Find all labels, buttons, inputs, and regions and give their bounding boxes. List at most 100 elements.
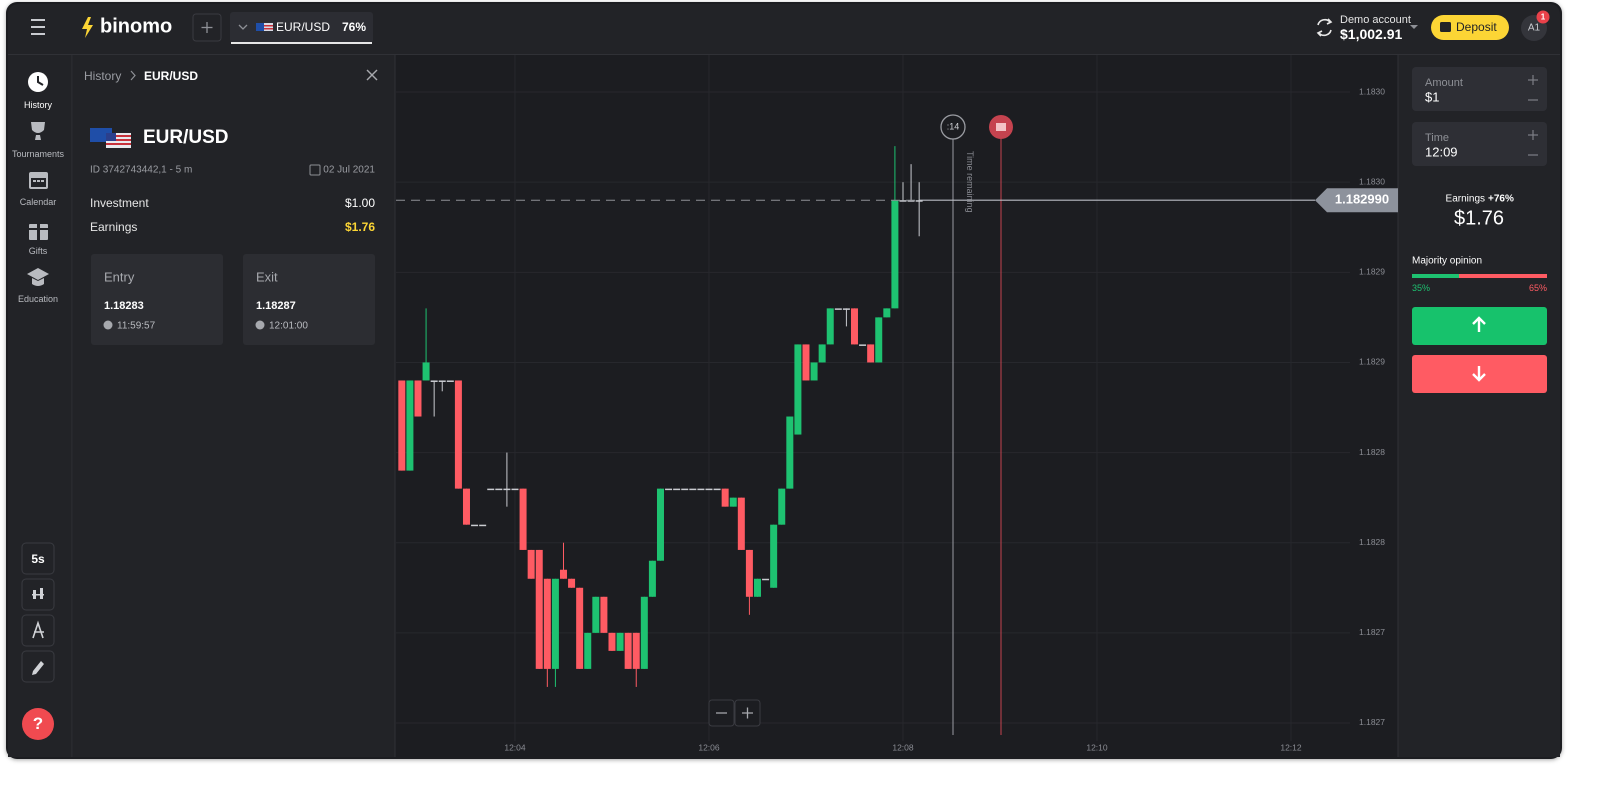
indicators-button[interactable] xyxy=(21,614,55,647)
candle-body xyxy=(729,497,737,507)
candle-body xyxy=(818,344,826,363)
candle-body xyxy=(705,488,713,491)
time-value[interactable]: 12:09 xyxy=(1425,144,1458,160)
y-tick-label: 1.1828 xyxy=(1359,537,1385,547)
candle-body xyxy=(398,380,406,471)
x-tick-label: 12:04 xyxy=(504,742,526,752)
trade-asset: EUR/USD xyxy=(143,127,229,148)
candle-body xyxy=(600,596,608,633)
amount-label: Amount xyxy=(1425,77,1463,89)
candle-body xyxy=(624,632,632,669)
timeframe-button[interactable] xyxy=(21,542,55,575)
asset-tab[interactable] xyxy=(230,12,373,43)
trade-date: 02 Jul 2021 xyxy=(323,164,375,176)
history-panel xyxy=(73,55,395,757)
candle-body xyxy=(559,569,567,579)
candle-body xyxy=(899,200,907,202)
candle-body xyxy=(867,344,875,363)
breadcrumb-asset: EUR/USD xyxy=(144,69,199,83)
candle-body xyxy=(656,488,664,561)
time-field[interactable] xyxy=(1412,122,1547,166)
entry-time: 11:59:57 xyxy=(117,320,156,332)
candle-body xyxy=(479,524,487,527)
candle-body xyxy=(770,524,778,588)
deposit-label[interactable]: Deposit xyxy=(1456,20,1497,34)
nav-label[interactable]: Calendar xyxy=(19,197,57,207)
candle-body xyxy=(842,308,850,310)
investment-value: $1.00 xyxy=(344,196,375,210)
candle-body xyxy=(697,488,705,491)
candle-body xyxy=(859,344,867,346)
candle-body xyxy=(850,308,858,345)
candle-body xyxy=(503,488,511,491)
candle-body xyxy=(608,632,616,651)
balance: $1,002.91 xyxy=(1340,26,1403,42)
x-tick-label: 12:06 xyxy=(698,742,720,752)
candle-body xyxy=(778,488,786,525)
candle-body xyxy=(713,488,721,491)
x-tick-label: 12:10 xyxy=(1086,742,1108,752)
nav-label[interactable]: Tournaments xyxy=(11,149,65,159)
menu-icon[interactable] xyxy=(31,19,45,35)
candle-body xyxy=(551,578,559,669)
y-tick-label: 1.1829 xyxy=(1359,267,1385,277)
sync-icon[interactable] xyxy=(1316,18,1333,37)
account-label: Demo account xyxy=(1340,14,1411,26)
candle-body xyxy=(592,596,600,633)
candle-body xyxy=(462,488,470,525)
help-button[interactable] xyxy=(22,708,54,740)
badge-count: 1 xyxy=(1540,12,1546,22)
earnings-label: Earnings xyxy=(90,220,138,234)
earnings-value: $1.76 xyxy=(344,220,375,234)
close-button[interactable] xyxy=(366,69,378,81)
y-tick-label: 1.1829 xyxy=(1359,357,1385,367)
breadcrumb-root[interactable]: History xyxy=(84,69,122,83)
time-label: Time xyxy=(1425,132,1450,144)
deposit-button[interactable] xyxy=(1431,15,1509,40)
candle-body xyxy=(487,488,495,491)
exit-price: 1.18287 xyxy=(256,300,296,312)
candle-body xyxy=(883,308,891,318)
timeframe-label: 5s xyxy=(31,552,45,566)
nav-label[interactable]: Education xyxy=(17,294,59,304)
candle-body xyxy=(673,488,681,491)
candle-body xyxy=(568,578,576,588)
candle-body xyxy=(794,344,802,435)
candle-body xyxy=(834,308,842,310)
candle-body xyxy=(616,632,624,651)
nav-label[interactable]: History xyxy=(23,100,53,110)
candle-body xyxy=(737,497,745,550)
y-tick-label: 1.1830 xyxy=(1359,86,1385,96)
candle-body xyxy=(826,308,834,345)
earnings-label: Earnings xyxy=(1445,193,1485,205)
candle-body xyxy=(519,488,527,550)
candle-body xyxy=(535,549,543,669)
chart: 1.1830 1.1830 1.1829 1.1829 1.1828 1.1828 1.18… xyxy=(396,55,1398,752)
exit-label: Exit xyxy=(256,269,278,285)
candle-body xyxy=(875,317,883,363)
amount-field[interactable] xyxy=(1412,67,1547,111)
down-share: 65% xyxy=(1528,283,1547,293)
education-icon[interactable] xyxy=(27,268,49,286)
candle-body xyxy=(810,362,818,381)
candle-body xyxy=(446,380,454,382)
asset-name: EUR/USD xyxy=(276,20,331,34)
candle-body xyxy=(576,587,584,669)
candle-body xyxy=(527,549,535,579)
candle-body xyxy=(689,488,697,491)
candle-body xyxy=(802,344,810,381)
candle-body xyxy=(543,578,551,669)
candle-body xyxy=(640,596,648,669)
expiry-flag xyxy=(996,123,1006,131)
candle-body xyxy=(786,416,794,489)
nav-label[interactable]: Gifts xyxy=(28,246,48,256)
exit-time: 12:01:00 xyxy=(269,320,308,332)
candle-body xyxy=(584,632,592,669)
tournaments-icon[interactable] xyxy=(31,122,45,140)
payout: 76% xyxy=(342,20,367,34)
add-asset[interactable] xyxy=(192,13,222,42)
candle-body xyxy=(648,560,656,597)
amount-value[interactable]: $1 xyxy=(1425,89,1440,105)
candle-body xyxy=(438,380,446,382)
